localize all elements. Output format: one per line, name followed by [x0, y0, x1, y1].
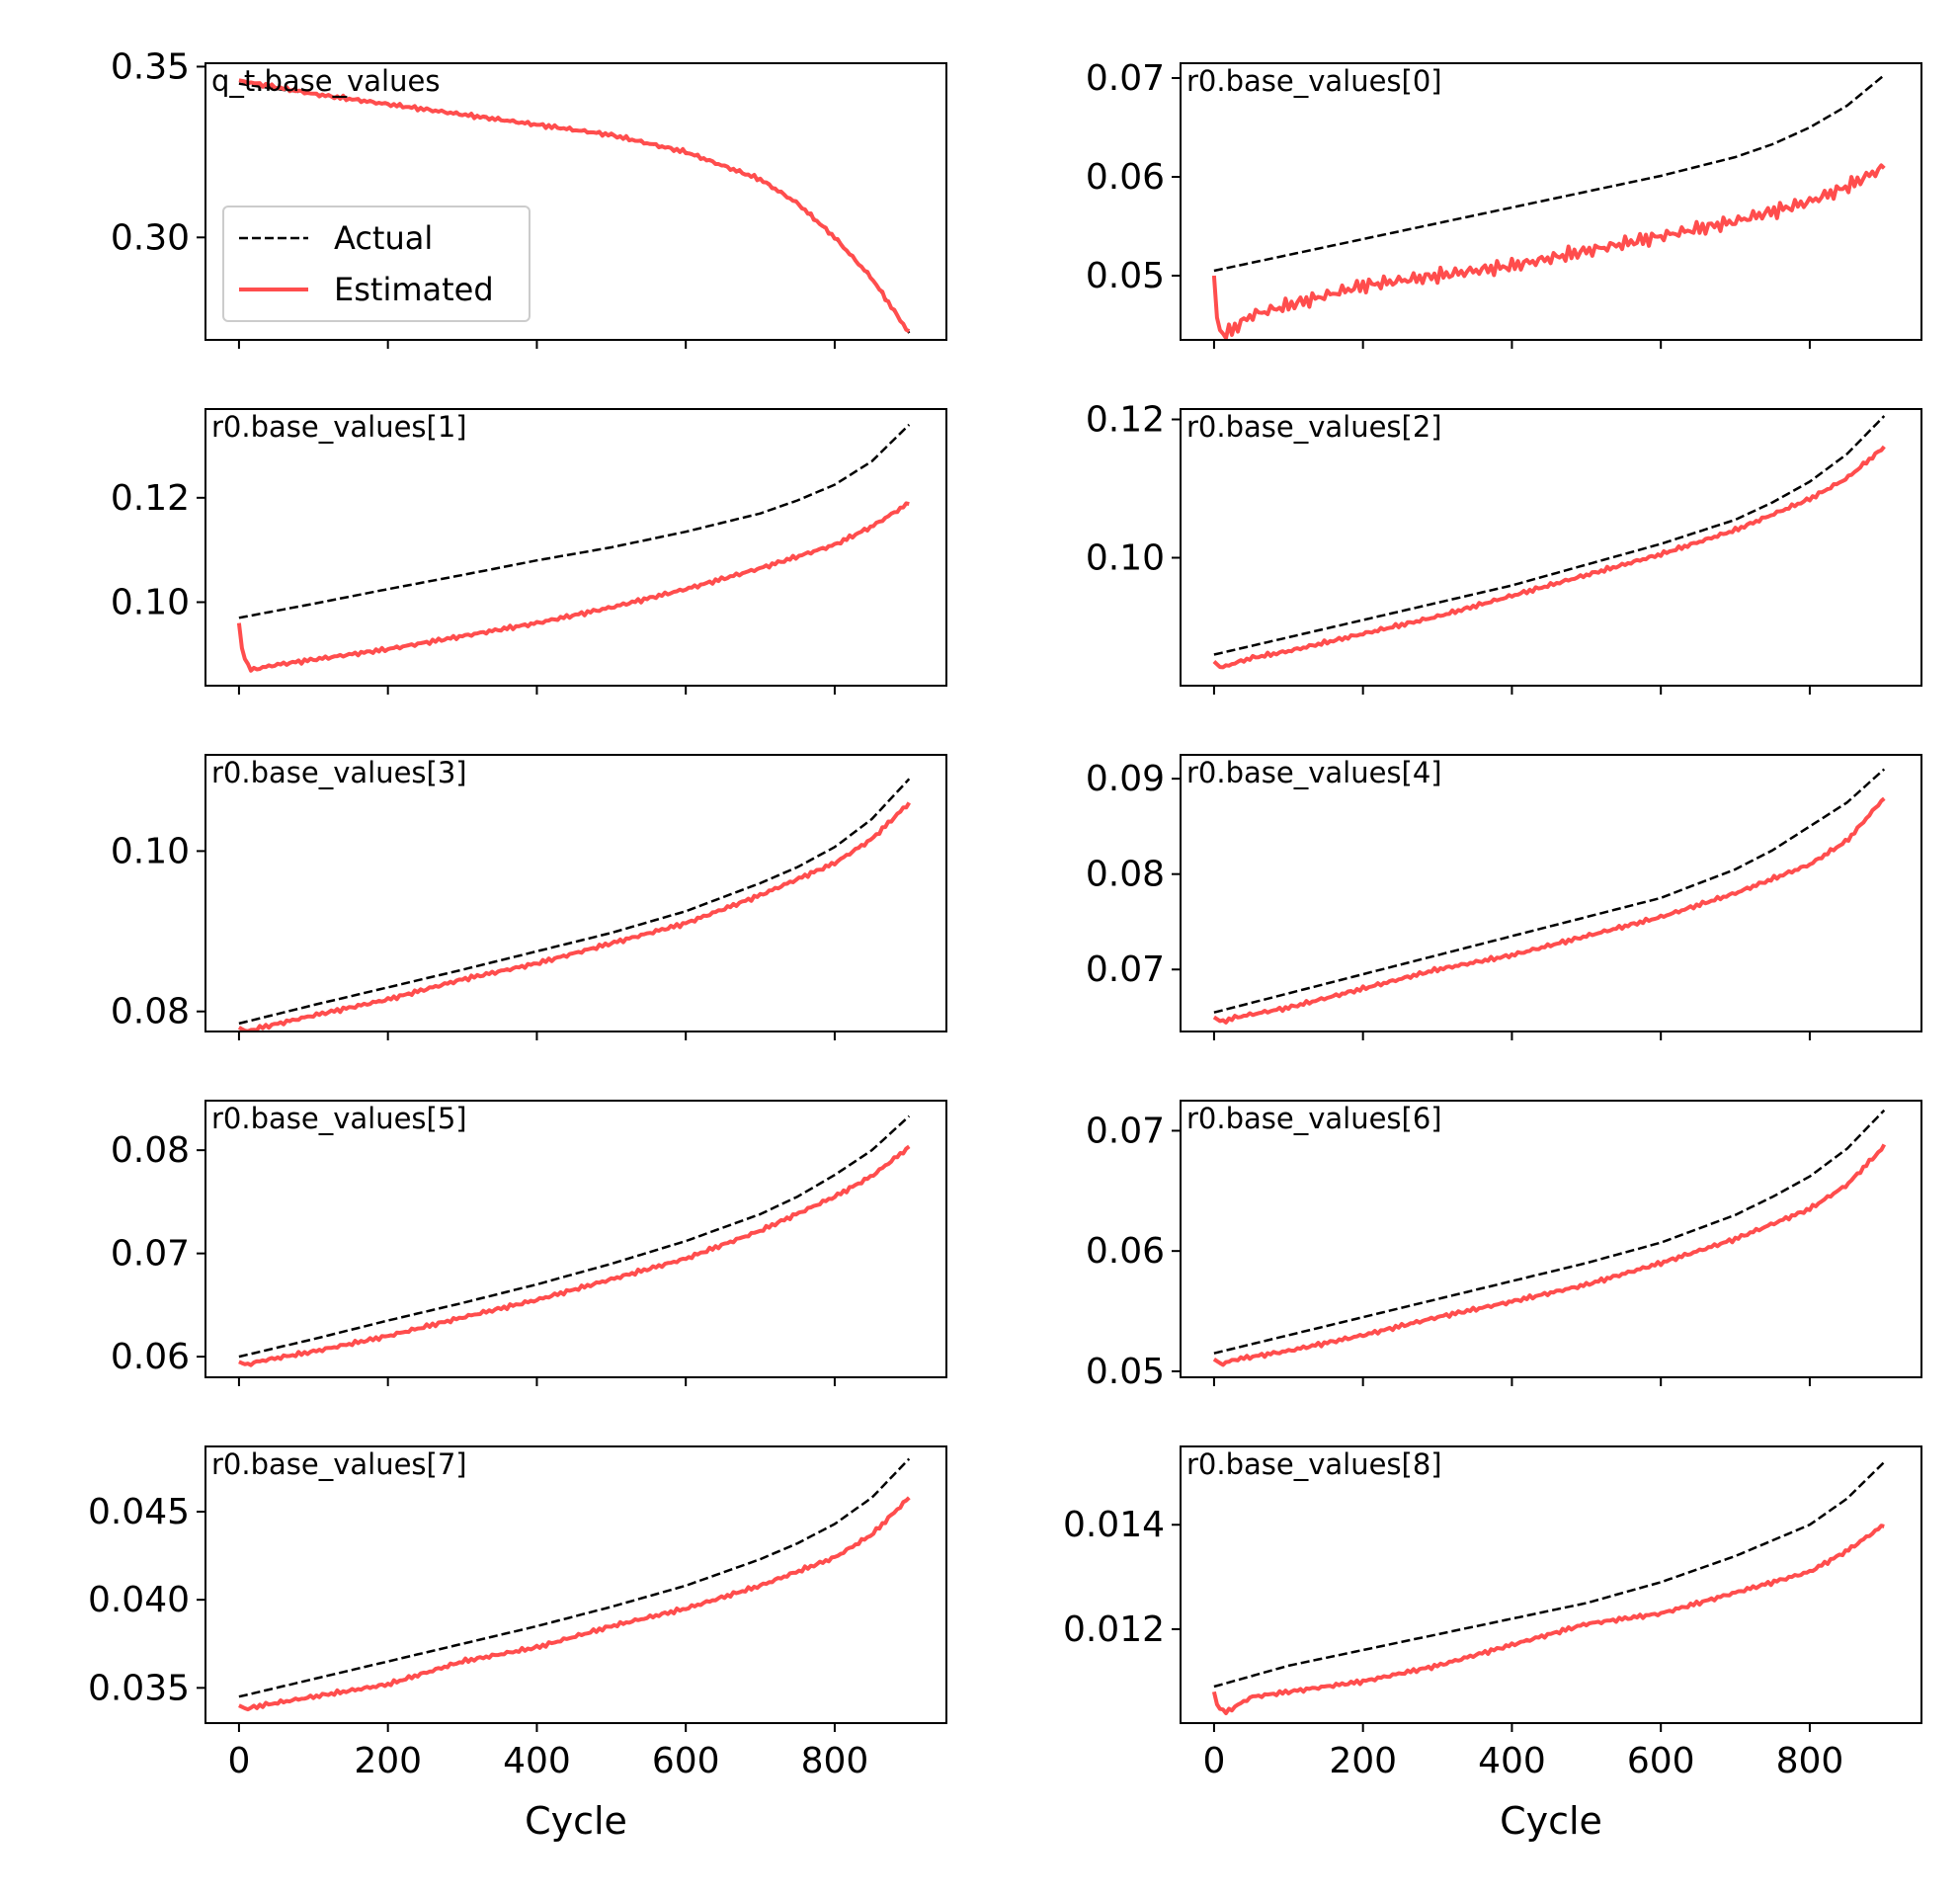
plot-frame: [1180, 1445, 1922, 1724]
plot-frame: [204, 754, 947, 1032]
chart-panel-2: 0.10 0.12 r0.base_values[1]: [111, 408, 947, 695]
estimated-series-line: [1211, 163, 1886, 340]
estimated-series-line: [237, 801, 912, 1031]
x-tick-label: 200: [354, 1741, 422, 1781]
y-tick-label: 0.30: [111, 217, 190, 258]
y-tick-label: 0.09: [1086, 759, 1165, 799]
x-tick-label: 0: [1202, 1741, 1225, 1781]
x-tick-label: 0: [227, 1741, 250, 1781]
y-tick-label: 0.05: [1086, 1352, 1165, 1392]
chart-panel-0: 0.30 0.35 q_t.base_values Actual Estimated: [111, 46, 947, 349]
chart-panel-7: 0.05 0.06 0.07 r0.base_values[6]: [1086, 1100, 1922, 1392]
x-axis-label: Cycle: [1500, 1799, 1602, 1843]
legend-estimated-label: Estimated: [334, 271, 494, 308]
y-tick-label: 0.045: [88, 1492, 190, 1532]
panel-title: r0.base_values[4]: [1186, 756, 1442, 789]
y-tick-label: 0.014: [1063, 1505, 1165, 1545]
panel-title: r0.base_values[6]: [1186, 1102, 1442, 1135]
y-tick-label: 0.05: [1086, 256, 1165, 296]
x-tick-label: 400: [503, 1741, 571, 1781]
y-tick-label: 0.10: [111, 582, 190, 622]
actual-series-line: [1213, 1460, 1886, 1689]
chart-panel-6: 0.06 0.07 0.08 r0.base_values[5]: [111, 1100, 947, 1386]
y-tick-label: 0.012: [1063, 1609, 1165, 1650]
plot-frame: [204, 1100, 947, 1378]
plot-frame: [1180, 754, 1922, 1032]
y-tick-label: 0.08: [111, 992, 190, 1032]
y-tick-label: 0.07: [111, 1234, 190, 1275]
y-tick-label: 0.08: [111, 1130, 190, 1171]
y-tick-label: 0.10: [111, 831, 190, 871]
x-tick-label: 200: [1329, 1741, 1397, 1781]
estimated-series-line: [1212, 445, 1886, 670]
actual-series-line: [1213, 74, 1886, 273]
estimated-series-line: [238, 78, 911, 333]
panel-title: r0.base_values[5]: [211, 1102, 467, 1135]
y-tick-label: 0.12: [111, 478, 190, 519]
actual-series-line: [238, 1457, 911, 1698]
chart-panel-1: 0.05 0.06 0.07 r0.base_values[0]: [1086, 58, 1922, 349]
x-tick-label: 600: [652, 1741, 720, 1781]
estimated-series-line: [1211, 1524, 1885, 1715]
legend-box: [222, 206, 531, 322]
actual-series-line: [1213, 768, 1886, 1014]
estimated-series-line: [238, 1144, 911, 1367]
estimated-series-line: [1212, 1143, 1887, 1367]
plot-frame: [204, 1445, 947, 1724]
x-tick-label: 800: [1776, 1741, 1844, 1781]
estimated-series-line: [238, 1496, 911, 1712]
chart-panel-8: 0.035 0.040 0.045 0 200 400 600 800 Cycle r0.base…: [88, 1445, 947, 1843]
actual-series-line: [238, 1114, 911, 1359]
actual-series-line: [238, 778, 911, 1026]
x-tick-label: 600: [1627, 1741, 1695, 1781]
x-tick-label: 800: [801, 1741, 869, 1781]
chart-panel-4: 0.08 0.10 r0.base_values[3]: [111, 754, 947, 1040]
panel-title: r0.base_values[1]: [211, 410, 467, 444]
plot-frame: [1180, 408, 1922, 687]
legend-actual-label: Actual: [334, 219, 433, 257]
x-axis-label: Cycle: [525, 1799, 627, 1843]
x-tick-label: 400: [1478, 1741, 1546, 1781]
plot-frame: [1180, 1100, 1922, 1378]
y-tick-label: 0.07: [1086, 58, 1165, 99]
estimated-series-line: [236, 501, 910, 673]
y-tick-label: 0.06: [1086, 1231, 1165, 1272]
y-tick-label: 0.040: [88, 1580, 190, 1620]
chart-panel-9: 0.012 0.014 0 200 400 600 800 Cycle r0.base_valu…: [1063, 1445, 1922, 1843]
actual-series-line: [1213, 415, 1886, 656]
chart-panel-5: 0.07 0.08 0.09 r0.base_values[4]: [1086, 754, 1922, 1040]
estimated-series-line: [1212, 796, 1886, 1025]
plot-frame: [1180, 62, 1922, 341]
panel-title: r0.base_values[3]: [211, 756, 467, 789]
panel-title: r0.base_values[7]: [211, 1447, 467, 1481]
chart-panel-3: 0.10 0.12 r0.base_values[2]: [1086, 400, 1922, 695]
y-tick-label: 0.035: [88, 1668, 190, 1708]
plot-frame: [204, 408, 947, 687]
plot-frame: [204, 62, 947, 341]
y-tick-label: 0.06: [1086, 157, 1165, 198]
actual-series-line: [1213, 1109, 1886, 1355]
y-tick-label: 0.12: [1086, 400, 1165, 441]
y-tick-label: 0.06: [111, 1337, 190, 1377]
panel-title: r0.base_values[8]: [1186, 1447, 1442, 1481]
y-tick-label: 0.07: [1086, 1111, 1165, 1151]
y-tick-label: 0.08: [1086, 855, 1165, 895]
y-tick-label: 0.35: [111, 46, 190, 87]
panel-title: r0.base_values[2]: [1186, 410, 1442, 444]
panel-title: q_t.base_values: [211, 64, 440, 98]
y-tick-label: 0.10: [1086, 538, 1165, 579]
actual-series-line: [238, 423, 911, 619]
panel-title: r0.base_values[0]: [1186, 64, 1442, 98]
y-tick-label: 0.07: [1086, 949, 1165, 990]
